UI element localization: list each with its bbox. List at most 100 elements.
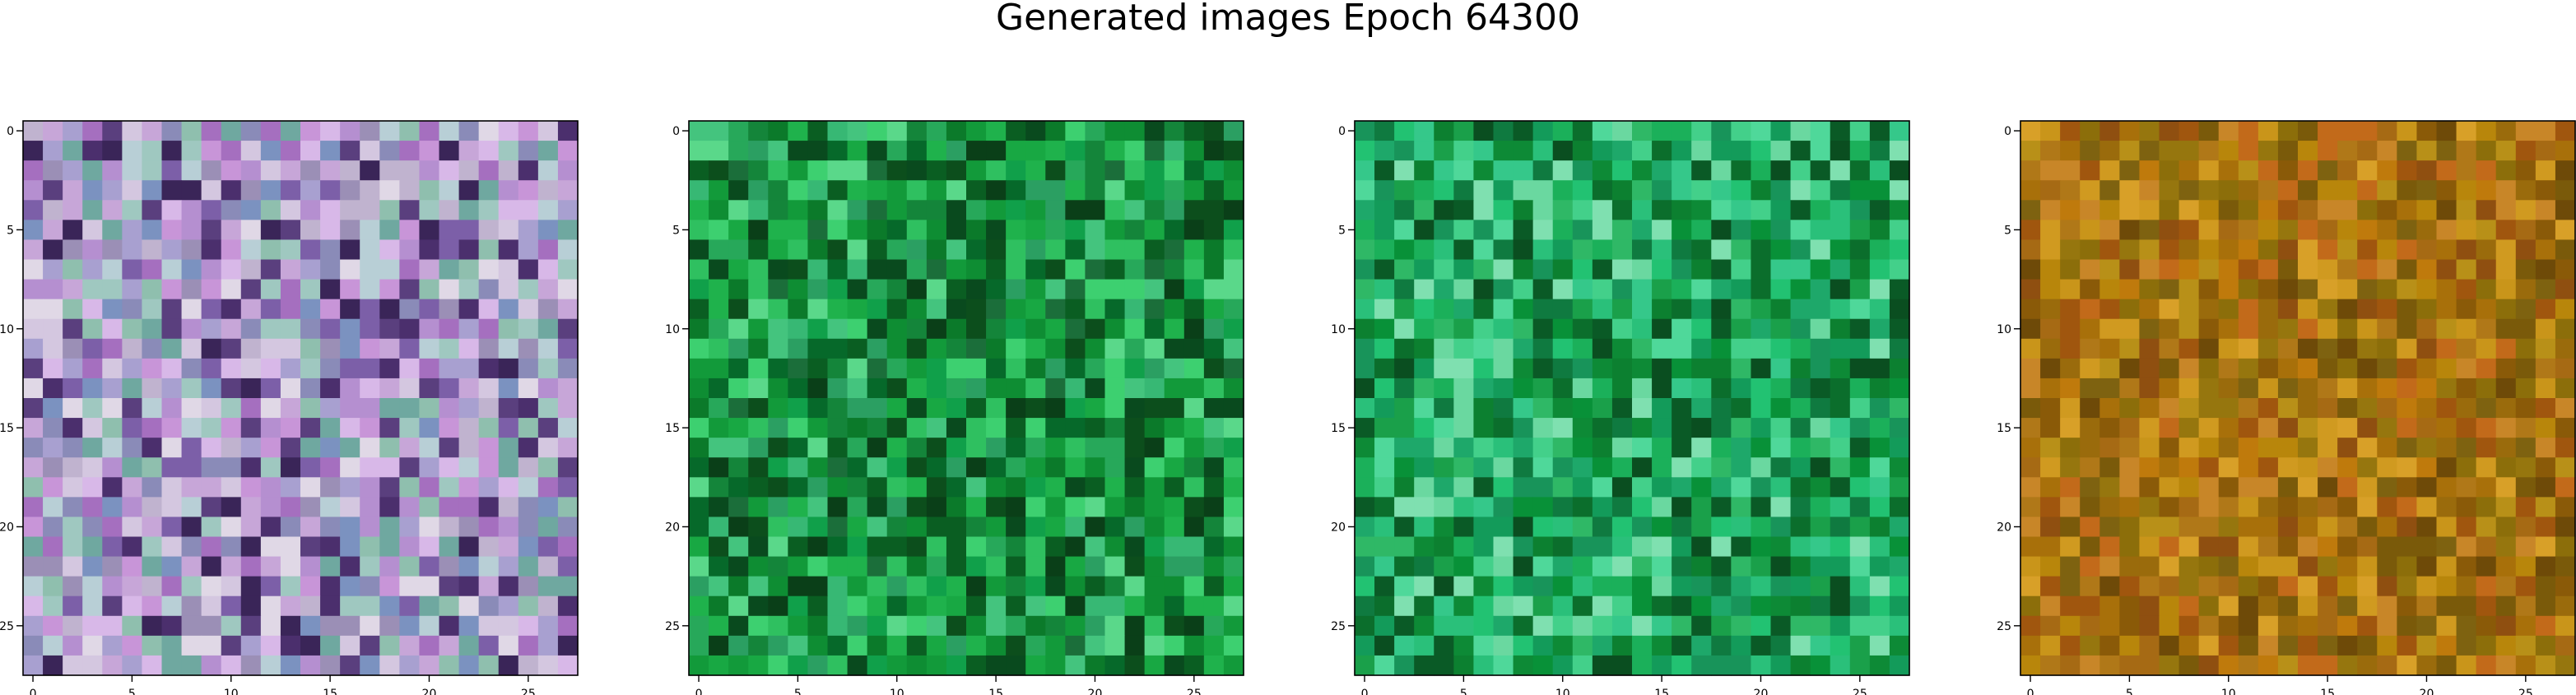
heatmap-cell xyxy=(2298,477,2318,498)
heatmap-cell xyxy=(2238,378,2259,399)
heatmap-cell xyxy=(1751,477,1772,498)
heatmap-cell xyxy=(768,141,788,161)
heatmap-cell xyxy=(709,141,729,161)
heatmap-cell xyxy=(1731,358,1752,379)
heatmap-cell xyxy=(1751,259,1772,280)
heatmap-cell xyxy=(1810,220,1831,241)
heatmap-cell xyxy=(827,615,849,637)
heatmap-cell xyxy=(966,141,987,161)
heatmap-cell xyxy=(1611,517,1633,538)
heatmap-cell xyxy=(439,556,460,577)
heatmap-cell xyxy=(1731,418,1752,438)
heatmap-cell xyxy=(518,398,539,419)
heatmap-cell xyxy=(728,457,749,478)
heatmap-cell xyxy=(847,655,868,676)
heatmap-cell xyxy=(1434,180,1454,201)
heatmap-cell xyxy=(102,477,123,498)
heatmap-cell xyxy=(2377,536,2397,558)
heatmap-cell xyxy=(1025,595,1046,617)
heatmap-cell xyxy=(1790,438,1811,458)
heatmap-cell xyxy=(946,279,967,300)
heatmap-cell xyxy=(1770,556,1792,577)
heatmap-cell xyxy=(300,556,321,577)
x-tick-label: 15 xyxy=(1654,688,1669,695)
heatmap-cell xyxy=(201,338,222,359)
heatmap-cell xyxy=(419,398,440,419)
heatmap-cell xyxy=(1473,141,1495,161)
heatmap-cell xyxy=(1164,160,1185,181)
heatmap-cell xyxy=(2476,279,2497,300)
heatmap-cell xyxy=(1085,200,1106,220)
heatmap-cell xyxy=(102,200,123,220)
heatmap-cell xyxy=(260,477,281,498)
heatmap-cell xyxy=(320,378,341,399)
heatmap-cell xyxy=(2416,556,2438,577)
heatmap-cell xyxy=(1453,595,1475,617)
heatmap-cell xyxy=(946,615,967,637)
heatmap-cell xyxy=(2257,595,2279,617)
heatmap-cell xyxy=(1434,160,1454,181)
heatmap-cell xyxy=(419,595,440,617)
heatmap-cell xyxy=(1065,121,1086,141)
heatmap-cell xyxy=(2040,378,2061,399)
heatmap-cell xyxy=(1104,121,1126,141)
heatmap-cell xyxy=(768,655,788,676)
heatmap-cell xyxy=(439,239,460,261)
heatmap-cell xyxy=(2555,279,2576,300)
heatmap-cell xyxy=(906,655,928,676)
heatmap-cell xyxy=(827,279,849,300)
heatmap-cell xyxy=(221,318,242,340)
heatmap-cell xyxy=(2099,180,2120,201)
heatmap-cell xyxy=(1493,299,1514,320)
heatmap-cell xyxy=(2555,259,2576,280)
heatmap-cell xyxy=(748,121,769,141)
heatmap-cell xyxy=(1592,338,1613,359)
heatmap-cell xyxy=(498,220,519,241)
heatmap-cell xyxy=(320,497,341,518)
heatmap-cell xyxy=(360,338,380,359)
heatmap-cell xyxy=(2436,635,2457,656)
heatmap-cell xyxy=(1790,378,1811,399)
heatmap-cell xyxy=(1751,160,1772,181)
heatmap-cell xyxy=(2218,457,2239,478)
heatmap-cell xyxy=(1691,438,1712,458)
heatmap-cell xyxy=(2139,635,2160,656)
heatmap-cell xyxy=(1025,299,1046,320)
heatmap-cell xyxy=(1652,338,1672,359)
heatmap-cell xyxy=(1691,121,1712,141)
heatmap-cell xyxy=(537,141,559,161)
heatmap-cell xyxy=(161,299,183,320)
heatmap-cell xyxy=(419,635,440,656)
heatmap-cell xyxy=(1869,279,1890,300)
heatmap-cell xyxy=(439,615,460,637)
heatmap-cell xyxy=(2020,338,2041,359)
heatmap-cell xyxy=(1223,259,1244,280)
heatmap-cell xyxy=(1849,318,1871,340)
heatmap-cell xyxy=(1810,517,1831,538)
heatmap-cell xyxy=(709,536,729,558)
heatmap-cell xyxy=(2337,438,2358,458)
heatmap-cell xyxy=(966,477,987,498)
heatmap-cell xyxy=(2257,378,2279,399)
heatmap-cell xyxy=(886,318,908,340)
heatmap-cell xyxy=(1711,318,1732,340)
heatmap-cell xyxy=(240,200,262,220)
heatmap-cell xyxy=(2178,398,2200,419)
heatmap-cell xyxy=(1849,259,1871,280)
heatmap-cell xyxy=(240,595,262,617)
heatmap-cell xyxy=(1124,398,1146,419)
heatmap-cell xyxy=(2377,358,2397,379)
heatmap-cell xyxy=(2218,595,2239,617)
heatmap-cell xyxy=(788,595,809,617)
heatmap-cell xyxy=(966,279,987,300)
heatmap-cell xyxy=(1652,358,1672,379)
heatmap-cell xyxy=(1592,358,1613,379)
heatmap-cell xyxy=(419,299,440,320)
heatmap-cell xyxy=(122,398,143,419)
heatmap-cell xyxy=(1849,497,1871,518)
heatmap-cell xyxy=(2357,438,2378,458)
heatmap-cell xyxy=(2119,477,2141,498)
heatmap-cell xyxy=(2377,299,2397,320)
heatmap-cell xyxy=(2515,517,2536,538)
heatmap-cell xyxy=(2476,655,2497,676)
